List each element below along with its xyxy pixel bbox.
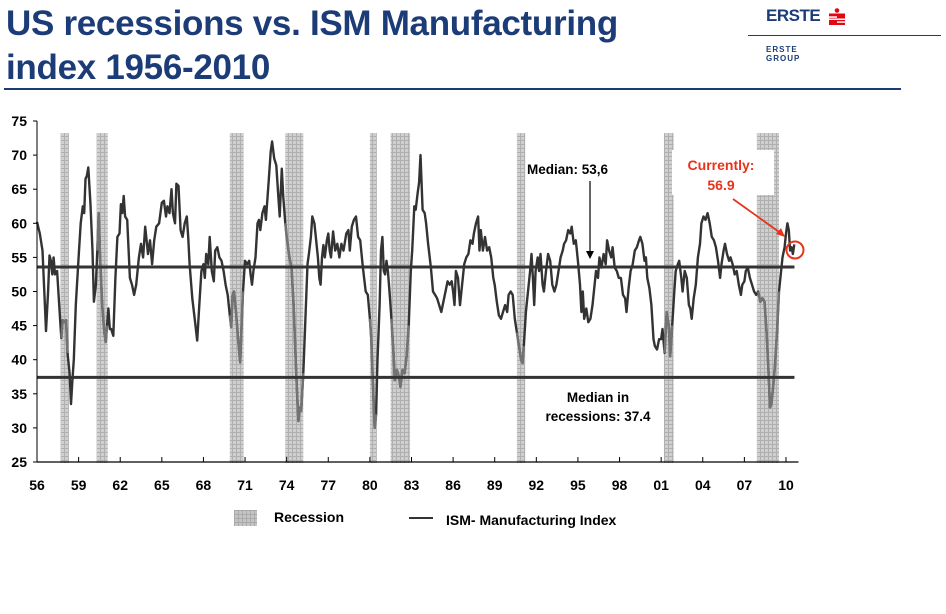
y-tick-label: 50 (11, 284, 27, 300)
recession-band (516, 133, 526, 463)
x-tick-label: 01 (653, 477, 669, 493)
slide-title-line1: US recessions vs. ISM Manufacturing (6, 4, 618, 43)
y-tick-label: 60 (11, 215, 27, 231)
slide-title-line2: index 1956-2010 (6, 48, 271, 87)
ism-series-in-recession (96, 211, 109, 344)
logo-group-name: ERSTE GROUP (766, 45, 801, 63)
median-recession-label-line1: Median in (567, 390, 629, 405)
y-tick-label: 65 (11, 181, 27, 197)
legend-ism-line-swatch (409, 517, 433, 519)
ism-series-in-recession (284, 223, 305, 423)
currently-label-bg (672, 150, 774, 195)
x-tick-label: 68 (196, 477, 212, 493)
y-tick-label: 55 (11, 249, 27, 265)
y-tick-label: 30 (11, 420, 27, 436)
median-recession-label-bg (528, 383, 664, 429)
currently-label-line1: Currently: (688, 157, 755, 173)
x-tick-label: 83 (404, 477, 420, 493)
recession-band (390, 133, 411, 463)
ism-series-in-recession (663, 310, 674, 358)
x-tick-label: 86 (445, 477, 461, 493)
x-tick-label: 95 (570, 477, 586, 493)
x-tick-label: 59 (71, 477, 87, 493)
x-tick-label: 07 (737, 477, 753, 493)
currently-arrow (732, 198, 783, 235)
currently-arrowhead (776, 228, 785, 237)
x-tick-label: 04 (695, 477, 711, 493)
y-tick-label: 25 (11, 454, 27, 470)
x-tick-label: 74 (279, 477, 295, 493)
median-label: Median: 53,6 (527, 162, 609, 177)
x-tick-label: 89 (487, 477, 503, 493)
x-tick-label: 56 (29, 477, 45, 493)
currently-label-line2: 56.9 (707, 177, 734, 193)
y-tick-label: 75 (11, 113, 27, 129)
recession-band (369, 133, 377, 463)
y-tick-label: 35 (11, 386, 27, 402)
ism-series-in-recession (60, 318, 69, 353)
y-tick-label: 70 (11, 147, 27, 163)
x-tick-label: 62 (112, 477, 128, 493)
logo-wordmark: ERSTE (766, 6, 821, 25)
legend-recession-label: Recession (274, 509, 345, 525)
ism-series-in-recession (228, 290, 245, 364)
recession-band (60, 133, 69, 463)
y-tick-label: 40 (11, 352, 27, 368)
recession-band (229, 133, 244, 463)
x-tick-label: 65 (154, 477, 170, 493)
median-arrowhead (586, 251, 594, 259)
median-recession-label-line2: recessions: 37.4 (545, 409, 651, 424)
x-tick-label: 71 (237, 477, 253, 493)
recession-band (663, 133, 674, 463)
currently-highlight-circle (785, 240, 805, 260)
x-tick-label: 92 (529, 477, 545, 493)
logo-divider (748, 35, 941, 36)
x-tick-label: 98 (612, 477, 628, 493)
y-tick-label: 45 (11, 318, 27, 334)
ism-series-in-recession (515, 332, 525, 365)
x-tick-label: 77 (320, 477, 336, 493)
slide-title: US recessions vs. ISM Manufacturing inde… (6, 2, 618, 90)
x-tick-label: 10 (778, 477, 794, 493)
ism-series-in-recession (757, 291, 781, 409)
x-tick-label: 80 (362, 477, 378, 493)
sparkasse-s-icon (829, 8, 845, 25)
legend-ism-label: ISM- Manufacturing Index (446, 512, 617, 528)
legend-recession-swatch (234, 510, 257, 526)
title-divider (4, 88, 901, 90)
ism-series-in-recession (390, 318, 410, 389)
ism-series-in-recession (368, 318, 378, 430)
